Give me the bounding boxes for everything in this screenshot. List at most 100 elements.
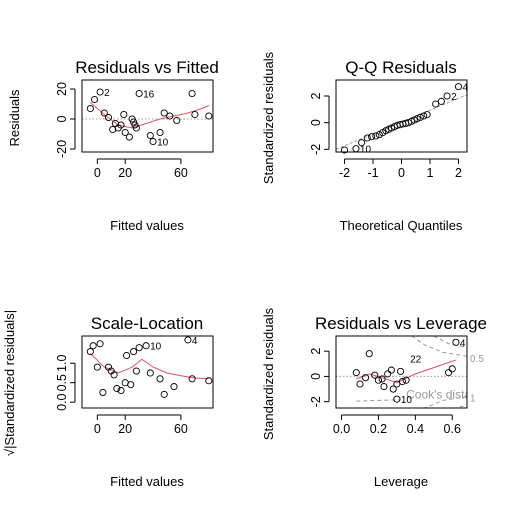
panel3-data-point (146, 369, 154, 377)
panel3-data-point (110, 371, 118, 379)
panel1-data-point (191, 110, 199, 119)
panel-scale-location: Scale-Location Fitted values √|Standardi… (2, 310, 203, 489)
cooks-distance-contour (411, 336, 467, 357)
cooks-distance-contour (356, 399, 401, 402)
panel2-data-point (420, 112, 428, 120)
panel2-data-point (375, 131, 383, 139)
panel2-data-point (340, 146, 349, 154)
panel2-data-point (432, 100, 440, 108)
panel1-data-point (117, 121, 125, 129)
panel1-data-point (205, 112, 213, 120)
panel2-y-tick-label: -2 (309, 144, 323, 155)
panel2-point-label: 10 (360, 145, 372, 156)
panel1-data-point (104, 113, 113, 122)
panel3-plot-area: 10 4 0 20 60 0.0 0.5 1.0 (55, 335, 214, 436)
panel3-x-tick-label: 0 (94, 422, 101, 436)
panel2-point-label: 2 (451, 92, 457, 103)
panel4-y-tick-label: 2 (309, 348, 323, 355)
panel2-data-point (368, 133, 376, 141)
cooks-distance-label: Cook's distance (406, 388, 491, 402)
panel1-x-tick-label: 60 (174, 166, 188, 180)
panel3-data-point (132, 367, 140, 375)
panel4-data-point (356, 380, 364, 388)
panel3-point-label: 4 (192, 336, 198, 347)
panel4-data-point (402, 376, 410, 384)
panel3-smoother-line (90, 353, 209, 380)
panel2-x-tick-label: 2 (455, 166, 462, 180)
panel4-plot-area: Cook's distance 0.5 1 22 10 4 0.0 0.2 0.4 0.6 -2 0 2 (309, 335, 491, 436)
panel4-point-label: 4 (460, 338, 466, 349)
panel4-data-point (398, 377, 406, 386)
cooks-level-1: 1 (470, 394, 476, 405)
panel4-data-point (393, 395, 401, 403)
panel2-data-point (413, 115, 421, 123)
panel2-x-tick-label: -2 (339, 166, 350, 180)
panel1-y-tick-label: 20 (55, 82, 69, 96)
panel3-frame (81, 335, 214, 409)
panel4-x-tick-label: 0.0 (333, 422, 350, 436)
panel3-data-point (93, 363, 101, 371)
panel2-data-point (416, 113, 424, 121)
panel1-y-tick-label: -20 (55, 140, 69, 158)
panel2-ylabel: Standardized residuals (261, 51, 276, 184)
panel1-xlabel: Fitted values (110, 218, 184, 233)
panel3-data-point (117, 386, 125, 395)
panel1-ylabel: Residuals (7, 89, 22, 147)
panel3-title: Scale-Location (91, 314, 203, 333)
panel4-data-point (387, 366, 395, 374)
panel1-data-point (100, 109, 108, 117)
panel4-y-tick-label: 0 (309, 373, 323, 380)
panel3-y-tick-label: 0.0 (55, 393, 69, 410)
panel1-data-point (96, 88, 104, 96)
panel2-data-point (358, 139, 366, 147)
panel2-point-label: 4 (462, 83, 468, 94)
panel4-data-point (448, 365, 456, 373)
panel4-data-point (378, 375, 386, 383)
panel4-data-point (389, 385, 397, 393)
panel4-point-label: 10 (401, 395, 413, 406)
panel1-data-point (166, 112, 174, 120)
panel2-title: Q-Q Residuals (345, 58, 456, 77)
panel1-data-point (188, 89, 196, 98)
panel2-data-point (423, 111, 431, 119)
panel4-smoother-line (356, 359, 457, 384)
panel1-data-point (132, 124, 140, 132)
panel3-data-point (99, 388, 107, 396)
panel2-y-tick-label: 2 (309, 92, 323, 99)
panel3-ylabel: √|Standardized residuals| (2, 310, 17, 456)
panel3-data-point (142, 342, 150, 350)
panel3-point-label: 10 (150, 342, 162, 353)
panel1-data-point (156, 128, 164, 137)
cooks-distance-contour (452, 405, 467, 408)
panel2-x-tick-label: 1 (427, 166, 434, 180)
cooks-distance-contour (433, 336, 467, 348)
panel4-data-point (380, 382, 388, 391)
panel2-x-tick-label: -1 (367, 166, 378, 180)
panel1-data-point (90, 95, 99, 104)
panel2-y-tick-label: 0 (309, 119, 323, 126)
panel1-data-point (173, 116, 181, 125)
panel3-data-point (113, 384, 121, 393)
panel4-inner: Cook's distance (336, 336, 491, 408)
panel2-xlabel: Theoretical Quantiles (340, 218, 463, 233)
panel4-x-tick-label: 0.6 (444, 422, 461, 436)
panel1-data-point (160, 109, 168, 117)
panel1-frame (81, 79, 214, 153)
panel1-point-label: 16 (143, 90, 155, 101)
panel3-data-point (188, 375, 196, 383)
panel4-data-point (361, 374, 370, 382)
panel3-y-tick-label: 0.5 (55, 374, 69, 391)
panel3-x-tick-label: 60 (174, 422, 188, 436)
panel4-data-point (452, 338, 460, 346)
panel1-plot-area: 2 16 10 0 20 60 -20 0 20 (55, 79, 214, 180)
panel2-data-point (454, 83, 463, 91)
panel-residuals-vs-fitted: Residuals vs Fitted Fitted values Residu… (7, 58, 219, 233)
panel4-data-point (365, 350, 373, 358)
panel2-data-point (352, 145, 360, 153)
panel-qq: Q-Q Residuals Theoretical Quantiles Stan… (261, 51, 463, 233)
panel3-data-point (130, 348, 138, 356)
panel2-data-point (372, 132, 380, 140)
panel3-x-tick-label: 20 (118, 422, 132, 436)
